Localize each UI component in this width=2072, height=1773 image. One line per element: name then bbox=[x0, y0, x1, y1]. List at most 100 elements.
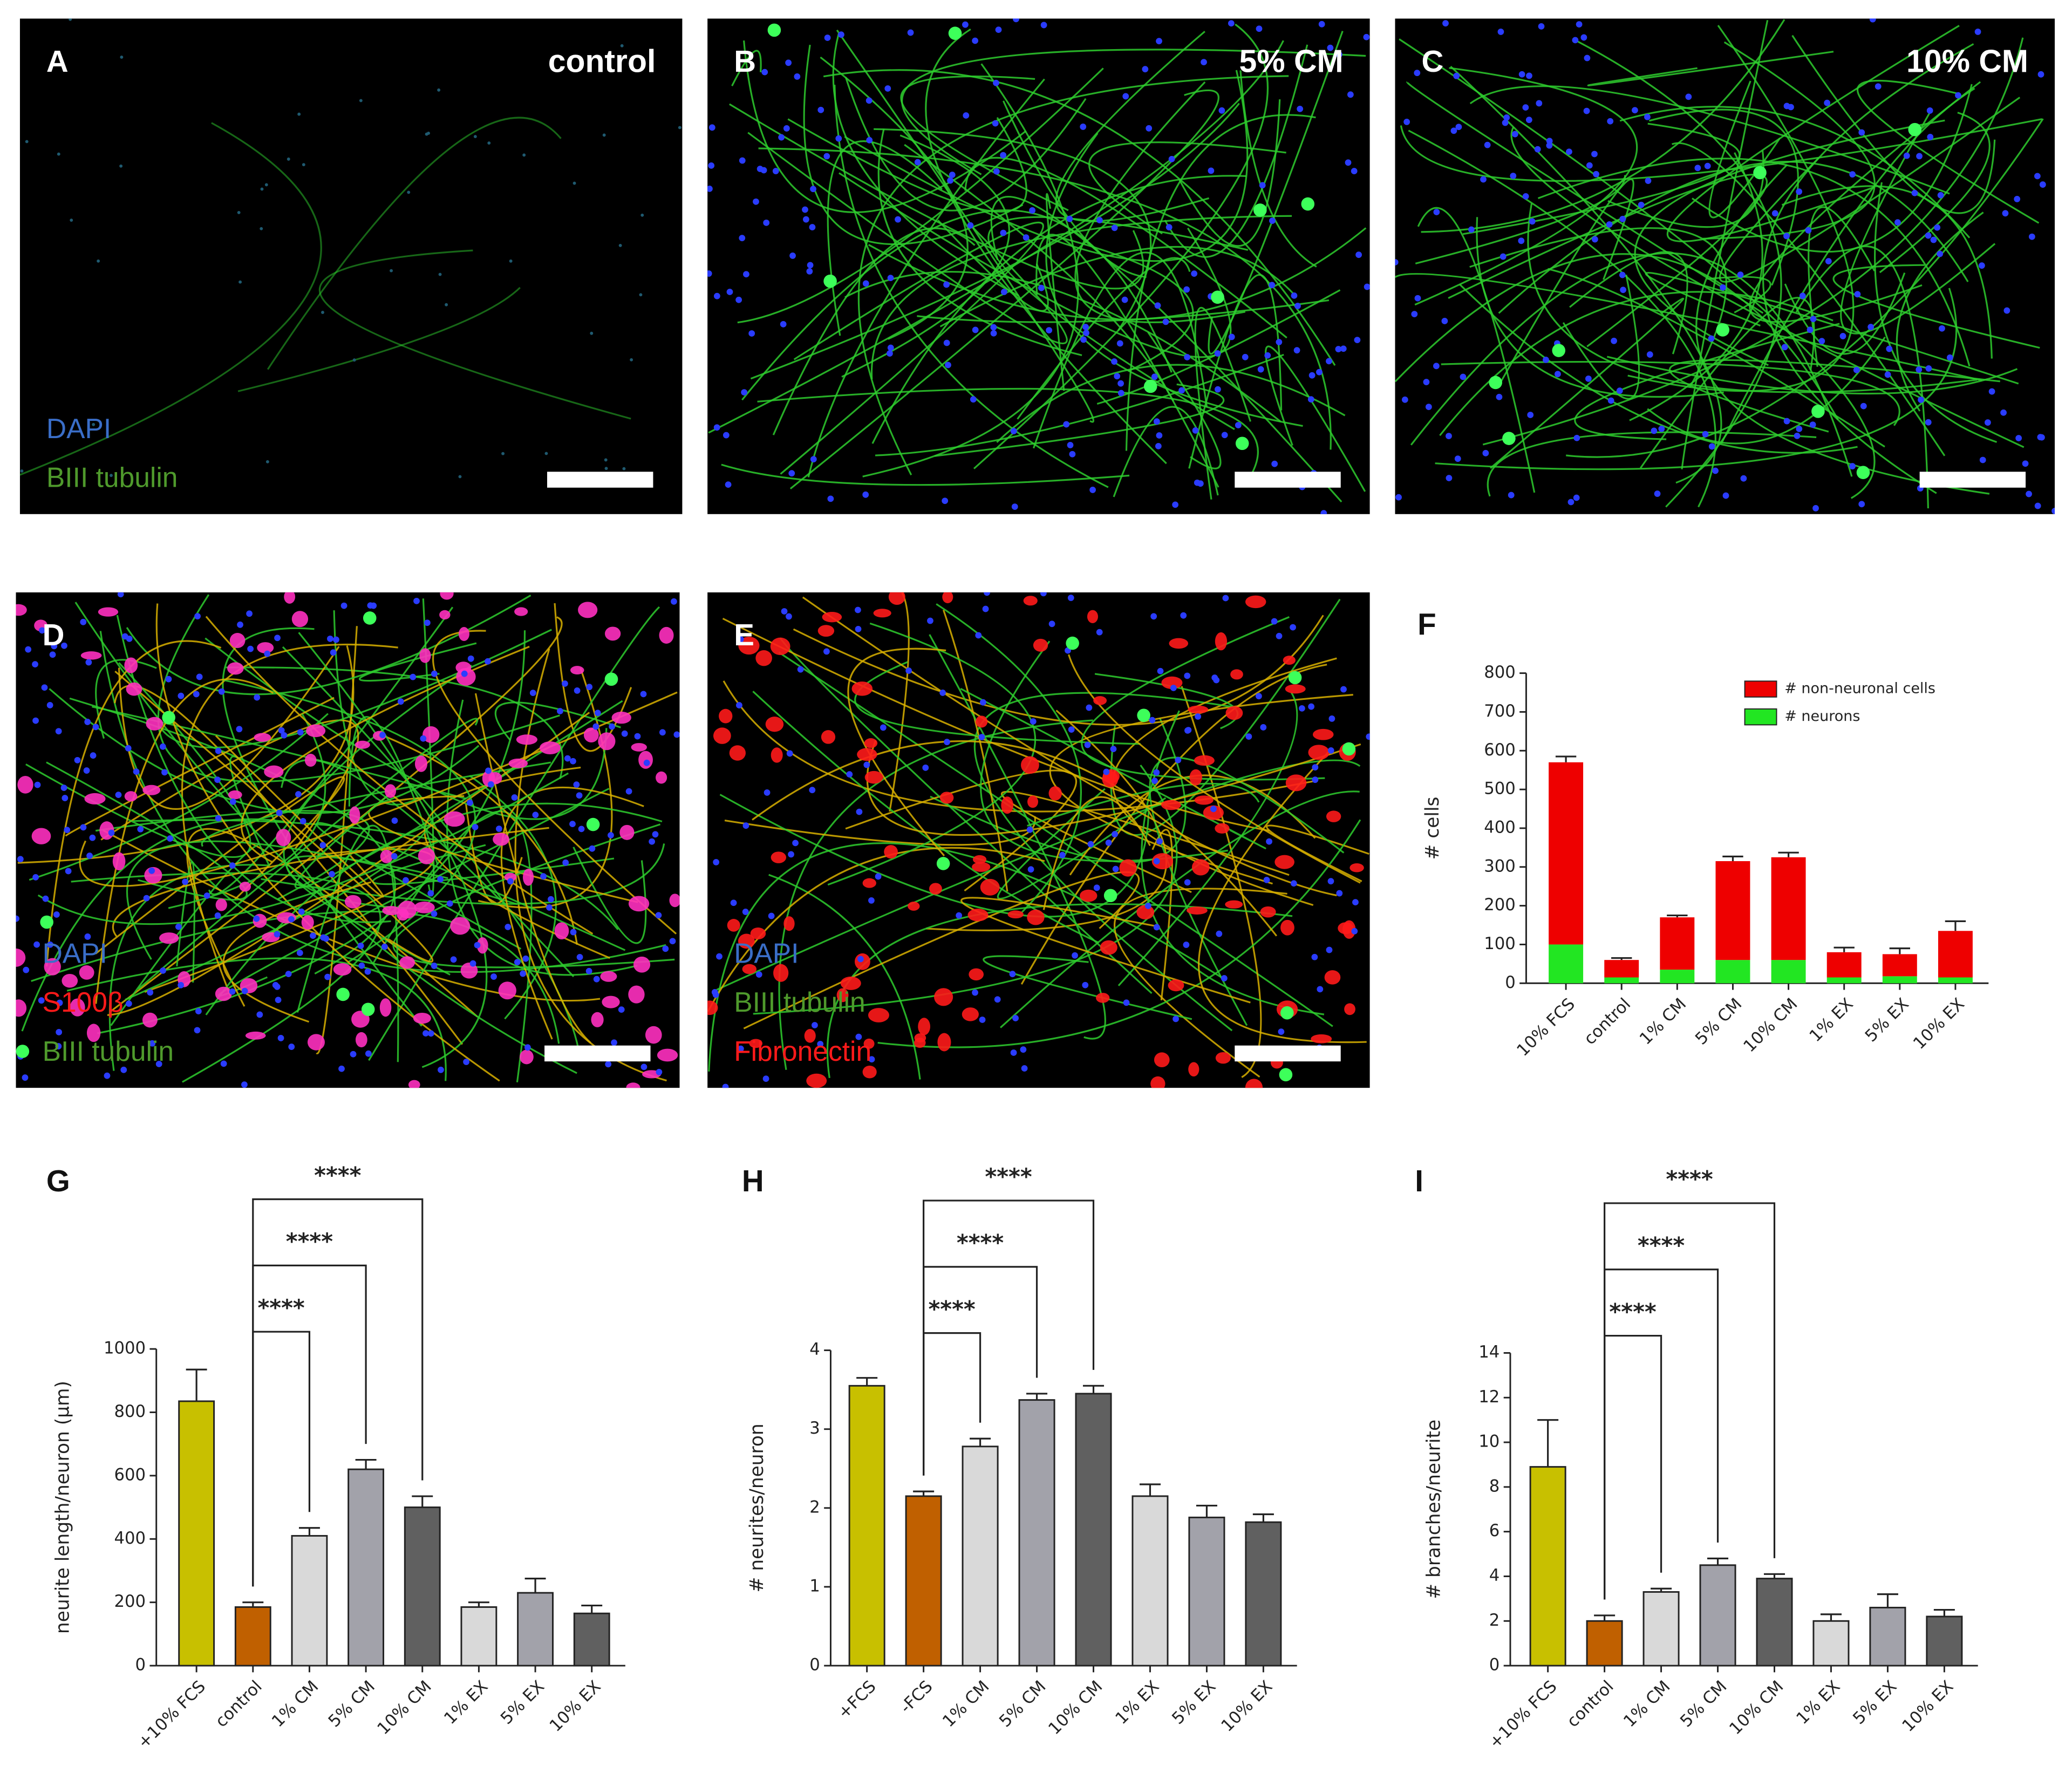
cell bbox=[656, 771, 667, 784]
x-tick-label: 1% EX bbox=[1112, 1677, 1163, 1728]
neurite bbox=[737, 67, 1104, 324]
nucleus bbox=[942, 497, 949, 504]
nucleus bbox=[785, 59, 792, 66]
cell bbox=[765, 717, 784, 732]
nucleus bbox=[1395, 494, 1402, 501]
nucleus bbox=[562, 680, 568, 687]
cell bbox=[70, 998, 85, 1017]
cell bbox=[228, 790, 242, 800]
neurite bbox=[1781, 185, 1993, 359]
nucleus bbox=[1886, 345, 1893, 352]
nucleus bbox=[148, 867, 155, 874]
nucleus bbox=[84, 933, 91, 940]
y-axis-title: # neurites/neuron bbox=[746, 1423, 768, 1592]
nucleus bbox=[532, 812, 539, 819]
nucleus bbox=[1308, 372, 1316, 379]
nucleus bbox=[576, 792, 583, 799]
neurite bbox=[372, 810, 533, 1083]
neurite bbox=[316, 822, 626, 951]
panel-letter: F bbox=[1417, 608, 1436, 642]
nucleus bbox=[424, 619, 431, 626]
nucleus bbox=[1153, 924, 1160, 931]
nucleus bbox=[1538, 23, 1545, 30]
x-tick-label: 10% CM bbox=[1740, 995, 1802, 1056]
cell bbox=[450, 917, 471, 935]
cell bbox=[868, 1008, 889, 1022]
nucleus bbox=[86, 853, 93, 859]
nucleus bbox=[1812, 505, 1819, 512]
cell bbox=[44, 958, 61, 976]
nucleus bbox=[1046, 327, 1053, 333]
soma bbox=[1753, 166, 1767, 180]
nucleus bbox=[780, 320, 787, 328]
nucleus bbox=[1276, 632, 1283, 639]
cell bbox=[600, 971, 617, 982]
cell bbox=[1324, 970, 1341, 985]
nucleus bbox=[403, 877, 409, 884]
nucleus bbox=[25, 140, 29, 144]
nucleus bbox=[55, 728, 62, 735]
nucleus bbox=[1453, 72, 1460, 79]
nucleus bbox=[120, 1066, 127, 1073]
nucleus bbox=[288, 1044, 295, 1050]
stain-label: DAPI bbox=[43, 937, 107, 969]
neurite bbox=[1266, 824, 1369, 882]
neurite bbox=[934, 383, 1225, 457]
nucleus bbox=[797, 666, 804, 673]
nucleus bbox=[165, 676, 172, 683]
nucleus bbox=[1183, 286, 1190, 293]
nucleus bbox=[2051, 508, 2055, 514]
nucleus bbox=[1468, 226, 1475, 233]
nucleus bbox=[640, 213, 644, 217]
neurite bbox=[960, 897, 1251, 1004]
nucleus bbox=[781, 608, 788, 615]
cell bbox=[908, 902, 920, 911]
neurite bbox=[1265, 345, 1366, 492]
soma bbox=[1279, 1068, 1293, 1082]
nucleus bbox=[1927, 134, 1934, 140]
neurite bbox=[1490, 297, 1685, 469]
nucleus bbox=[1526, 72, 1532, 79]
cell bbox=[822, 612, 842, 623]
nucleus bbox=[1534, 146, 1541, 153]
nucleus bbox=[1522, 193, 1529, 200]
nucleus bbox=[1175, 756, 1182, 763]
bar-segment bbox=[1715, 861, 1750, 960]
nucleus bbox=[716, 953, 723, 960]
neurite bbox=[281, 759, 575, 978]
nucleus bbox=[1214, 350, 1221, 357]
cell bbox=[727, 919, 740, 932]
bar bbox=[1756, 1578, 1793, 1667]
neurite bbox=[807, 78, 1045, 478]
nucleus bbox=[1218, 107, 1225, 114]
nucleus bbox=[725, 481, 732, 488]
neurite bbox=[1469, 85, 1950, 195]
nucleus bbox=[1939, 325, 1945, 332]
cell bbox=[355, 1032, 367, 1048]
nucleus bbox=[1423, 379, 1430, 385]
nucleus bbox=[1111, 224, 1118, 231]
neurite bbox=[45, 640, 222, 967]
cell bbox=[16, 948, 26, 967]
nucleus bbox=[237, 210, 241, 214]
neurite bbox=[1695, 164, 1990, 495]
nucleus bbox=[604, 467, 608, 470]
cell bbox=[864, 770, 883, 784]
nucleus bbox=[473, 135, 477, 138]
cell bbox=[972, 862, 991, 872]
neurite bbox=[1681, 20, 1769, 469]
nucleus bbox=[604, 458, 608, 462]
neurite bbox=[333, 610, 420, 806]
soma bbox=[1143, 379, 1157, 393]
nucleus bbox=[755, 971, 762, 978]
y-tick-label: 2 bbox=[1489, 1611, 1500, 1630]
neurite bbox=[827, 622, 1037, 886]
cell bbox=[349, 806, 360, 824]
neurite bbox=[1671, 142, 1946, 456]
neurite bbox=[973, 23, 1269, 469]
nucleus bbox=[1000, 229, 1007, 236]
nucleus bbox=[1794, 432, 1801, 439]
cell bbox=[1245, 1079, 1263, 1088]
nucleus bbox=[246, 610, 253, 617]
x-tick-label: 10% CM bbox=[1045, 1677, 1107, 1738]
